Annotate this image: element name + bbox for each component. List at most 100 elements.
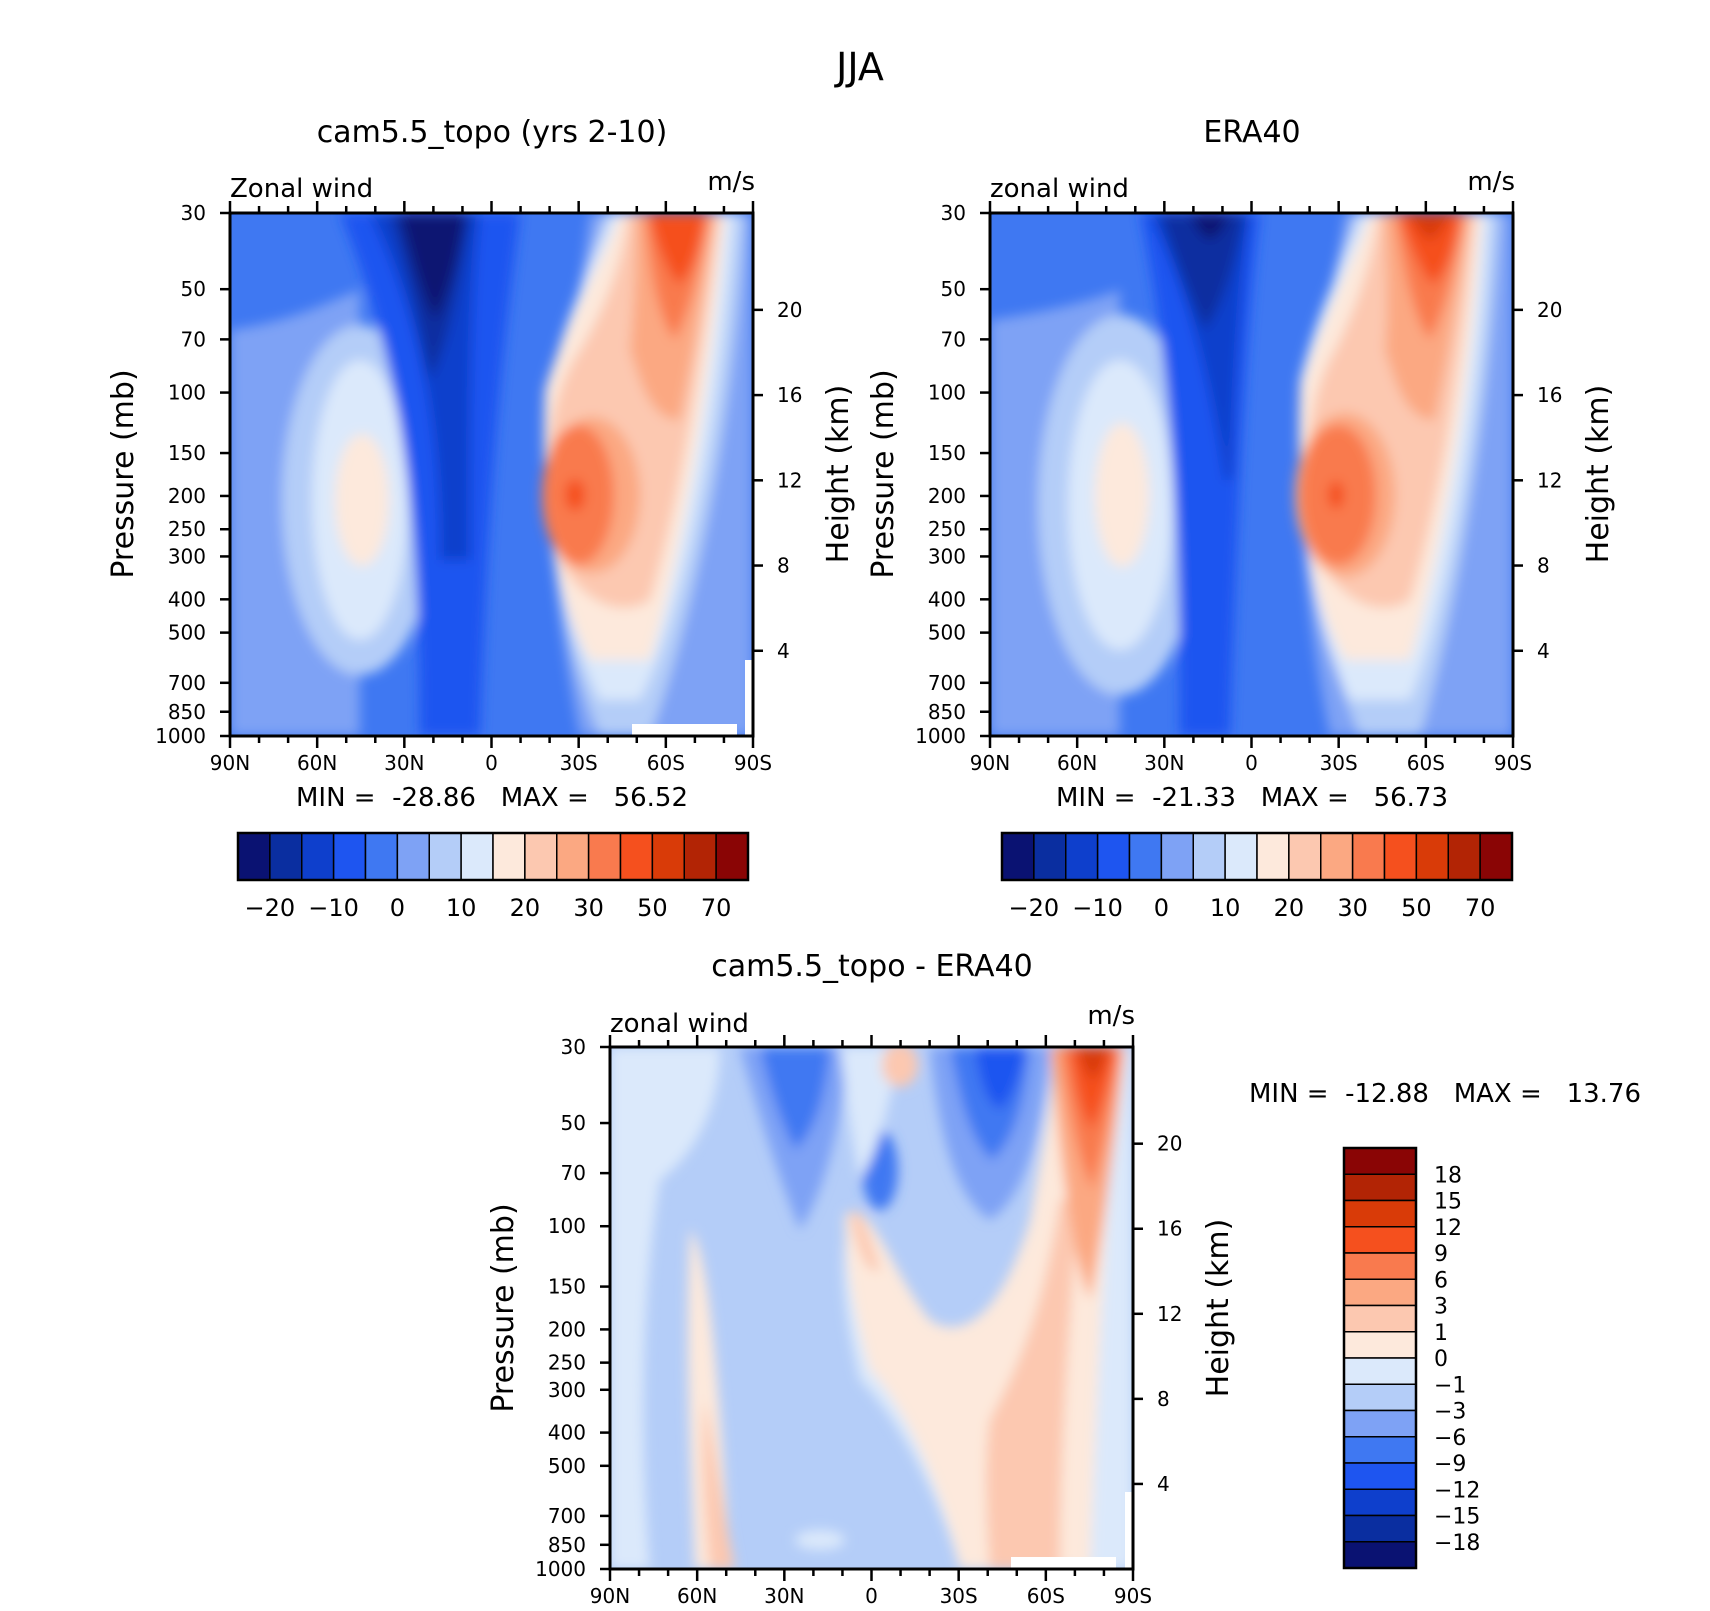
panel2-ytick-label: 300: [928, 544, 966, 568]
panel1-y2tick-label: 12: [777, 468, 802, 492]
panel3-colorbar-swatch: [1343, 1488, 1417, 1517]
panel2-colorbar-label: −10: [1072, 894, 1123, 922]
panel3-colorbar-label: 18: [1434, 1163, 1462, 1188]
panel1-ytick-label: 850: [168, 700, 206, 724]
panel1-ytick-label: 70: [181, 327, 206, 351]
panel3-contour-field: [610, 1047, 1133, 1569]
panel3-colorbar-label: −6: [1434, 1426, 1466, 1451]
panel2-colorbar-swatch: [1001, 832, 1035, 881]
panel2-ytick-label: 70: [941, 327, 966, 351]
panel2-ytick-label: 250: [928, 517, 966, 541]
panel2-colorbar: −20 −10 0 10 20 30 50 70: [1000, 831, 1514, 922]
panel2-colorbar-label: 10: [1210, 894, 1241, 922]
panel3-colorbar-label: −12: [1434, 1478, 1480, 1503]
panel2-ytick-label: 30: [941, 201, 966, 225]
panel3-ytick-label: 400: [548, 1421, 586, 1445]
panel1-y2tick-label: 8: [777, 554, 790, 578]
panel3-colorbar-swatch: [1343, 1409, 1417, 1438]
panel3-colorbar-swatch: [1343, 1173, 1417, 1202]
panel1-colorbar-label: 30: [573, 894, 604, 922]
panel3-xtick-label: 90N: [590, 1584, 630, 1608]
panel3-xtick-label: 60N: [677, 1584, 717, 1608]
panel1-colorbar-label: 50: [637, 894, 668, 922]
panel3-colorbar-swatch: [1343, 1514, 1417, 1543]
panel2-colorbar-swatch: [1351, 832, 1386, 881]
panel3-y2label: Height (km): [1201, 1219, 1236, 1398]
panel1-stats: MIN = -28.86 MAX = 56.52: [296, 783, 688, 813]
panel2-y2tick-label: 20: [1537, 298, 1562, 322]
panel1-colorbar-label: 0: [390, 894, 405, 922]
panel1-ytick-label: 200: [168, 484, 206, 508]
panel3-xtick-label: 90S: [1114, 1584, 1152, 1608]
panel3-ytick-label: 1000: [535, 1557, 586, 1581]
panel3-title: cam5.5_topo - ERA40: [711, 949, 1033, 984]
panel1-colorbar-outline: [236, 831, 750, 882]
panel3-stats: MIN = -12.88 MAX = 13.76: [1249, 1079, 1641, 1109]
panel3-colorbar-label: −9: [1434, 1452, 1466, 1477]
panel2-y2label: Height (km): [1581, 385, 1616, 564]
panel2-stats: MIN = -21.33 MAX = 56.73: [1056, 783, 1448, 813]
panel1-title: cam5.5_topo (yrs 2-10): [317, 115, 668, 150]
panel2-ytick-label: 850: [928, 700, 966, 724]
panel1-y2tick-label: 4: [777, 639, 790, 663]
panel3-ytick-label: 200: [548, 1317, 586, 1341]
page-title: JJA: [834, 45, 884, 89]
panel3-ytick-label: 500: [548, 1454, 586, 1478]
panel1-colorbar-swatch: [492, 832, 526, 881]
panel2-colorbar-label: 30: [1337, 894, 1368, 922]
panel1-colorbar-swatch: [715, 832, 749, 881]
panel1-colorbar-swatch: [364, 832, 399, 881]
panel2-corner-right: m/s: [1467, 167, 1515, 197]
panel1-colorbar-swatch: [619, 832, 654, 881]
panel1-ylabel: Pressure (mb): [106, 369, 141, 578]
panel3-colorbar-swatch: [1343, 1462, 1417, 1490]
panel2-colorbar-swatch: [1224, 832, 1258, 881]
panel3-xtick-label: 30S: [940, 1584, 978, 1608]
panel1-ytick-label: 500: [168, 621, 206, 645]
panel3-colorbar-label: 1: [1434, 1321, 1448, 1346]
panel2-xtick-label: 90S: [1494, 751, 1532, 775]
panel2-colorbar-label: 50: [1401, 894, 1432, 922]
panel3-colorbar-label: −15: [1434, 1505, 1480, 1530]
panel1-ytick-label: 100: [168, 381, 206, 405]
panel2-axes: 3050701001502002503004005007008501000481…: [915, 201, 1562, 775]
panel3-ytick-label: 50: [561, 1111, 586, 1135]
panel3-colorbar-label: 3: [1434, 1295, 1448, 1320]
panel3-ytick-label: 150: [548, 1275, 586, 1299]
panel3-corner-left: zonal wind: [610, 1009, 749, 1039]
panel1-ytick-label: 30: [181, 201, 206, 225]
panel3-y2tick-label: 16: [1157, 1217, 1182, 1241]
panel3-axes: 3050701001502002503004005007008501000481…: [535, 1035, 1182, 1608]
panel1-xtick-label: 30N: [384, 751, 424, 775]
panel1-colorbar-swatch: [237, 832, 271, 881]
panel1-colorbar-label: −10: [308, 894, 359, 922]
panel3-colorbar-label: −3: [1434, 1400, 1466, 1425]
panel1-colorbar-swatch: [683, 832, 717, 881]
panel1-xtick-label: 60N: [297, 751, 337, 775]
panel2-ylabel: Pressure (mb): [866, 369, 901, 578]
panel2-xtick-label: 30N: [1144, 751, 1184, 775]
panel2-ytick-label: 400: [928, 587, 966, 611]
panel3-y2tick-label: 8: [1157, 1387, 1170, 1411]
panel2-y2tick-label: 12: [1537, 468, 1562, 492]
panel2-colorbar-swatch: [1128, 832, 1163, 881]
panel3-xtick-label: 60S: [1027, 1584, 1065, 1608]
panel1-xtick-label: 90N: [210, 751, 250, 775]
panel2-ytick-label: 1000: [915, 724, 966, 748]
panel1-contour-field: [230, 213, 753, 736]
panel2-y2tick-label: 4: [1537, 639, 1550, 663]
panel1-colorbar-label: −20: [245, 894, 296, 922]
panel3-colorbar-label: −1: [1434, 1373, 1466, 1398]
panel1-ytick-label: 50: [181, 277, 206, 301]
panel3-colorbar-swatch: [1343, 1383, 1417, 1412]
panel2-y2tick-label: 16: [1537, 383, 1562, 407]
panel3-colorbar-label: 6: [1434, 1268, 1448, 1293]
panel1-colorbar-swatch: [396, 832, 430, 881]
panel1-corner-right: m/s: [707, 167, 755, 197]
panel2-ytick-label: 500: [928, 621, 966, 645]
panel3-colorbar-label: 12: [1434, 1216, 1462, 1241]
panel3-ytick-label: 300: [548, 1378, 586, 1402]
panel2-colorbar-swatch: [1415, 832, 1449, 881]
panel3-ytick-label: 250: [548, 1351, 586, 1375]
